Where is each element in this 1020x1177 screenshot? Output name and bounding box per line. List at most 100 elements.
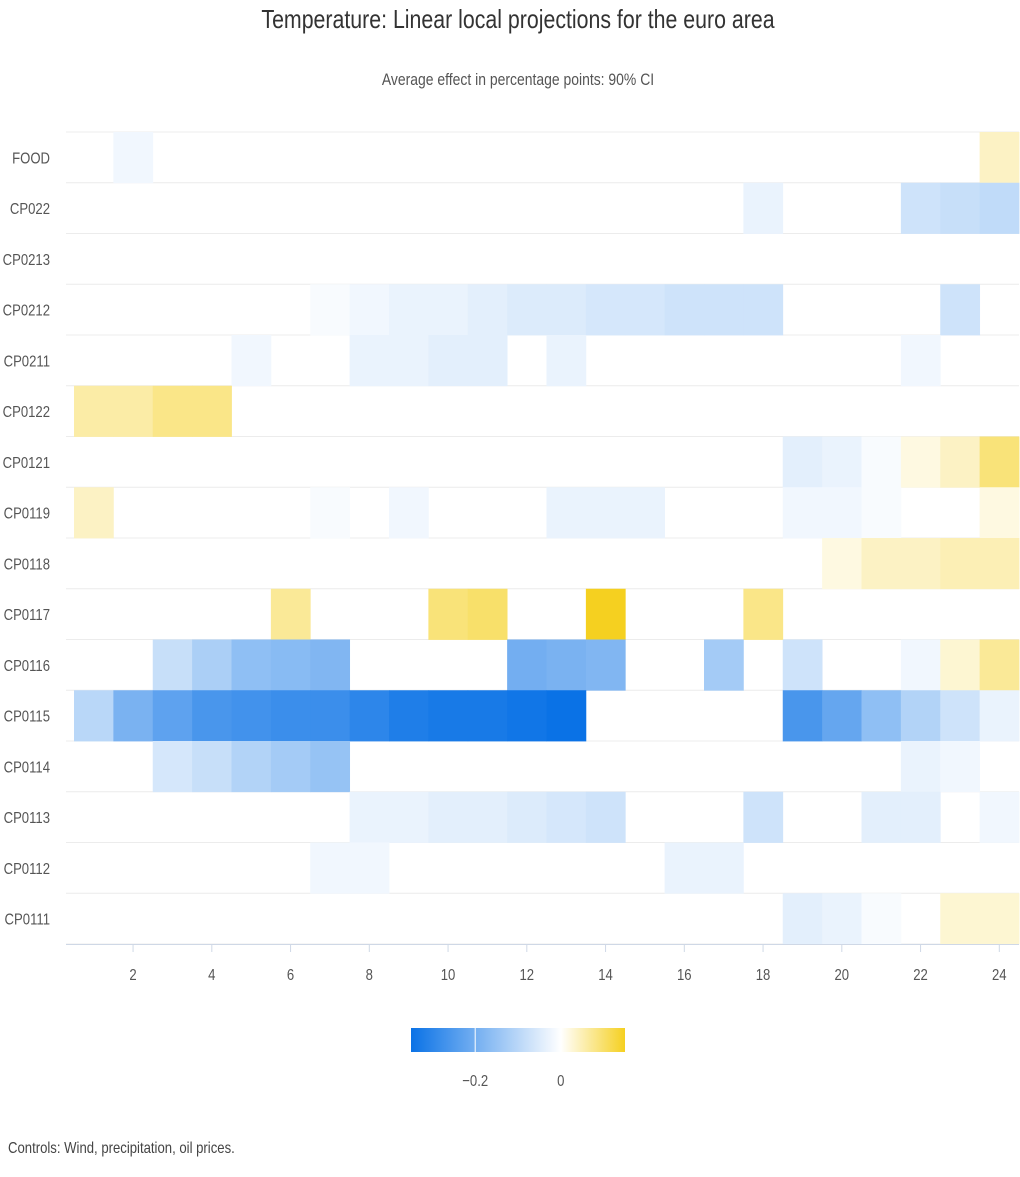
- heatmap-cell-cp0115-13: [546, 690, 587, 742]
- chart-title: Temperature: Linear local projections fo…: [261, 4, 775, 34]
- y-axis-label: CP0113: [4, 810, 50, 827]
- heatmap-cell-cp0119-7: [310, 487, 351, 539]
- heatmap-cell-cp0115-10: [428, 690, 469, 742]
- heatmap-cell-cp0122-1: [74, 385, 114, 437]
- y-axis-label: CP022: [10, 201, 50, 218]
- x-axis-tick-label: 16: [677, 967, 692, 984]
- heatmap-cell-cp0115-23: [940, 690, 981, 742]
- y-axis-label: CP0117: [4, 607, 50, 624]
- heatmap-cells: [74, 132, 1020, 945]
- heatmap-cell-cp0117-11: [467, 588, 508, 640]
- heatmap-cell-cp0118-21: [861, 538, 902, 590]
- y-axis-label: CP0119: [4, 506, 50, 523]
- heatmap-cell-cp0122-2: [113, 385, 154, 437]
- heatmap-cell-cp0115-24: [979, 690, 1020, 742]
- heatmap-cell-cp0211-8: [349, 335, 390, 387]
- heatmap-cell-cp0112-8: [349, 842, 390, 894]
- heatmap-cell-cp0116-12: [507, 639, 547, 691]
- heatmap-cell-cp0116-6: [270, 639, 311, 691]
- heatmap-cell-cp0115-8: [349, 690, 390, 742]
- heatmap-cell-cp0112-7: [310, 842, 351, 894]
- y-axis-label: CP0211: [4, 353, 50, 370]
- heatmap-cell-cp0211-5: [231, 335, 272, 387]
- heatmap-cell-cp0212-23: [940, 284, 981, 336]
- heatmap-cell-cp0115-3: [152, 690, 193, 742]
- heatmap-cell-cp022-18: [743, 182, 784, 234]
- y-axis-label: CP0118: [4, 556, 50, 573]
- y-axis-label: CP0115: [4, 709, 50, 726]
- heatmap-cell-cp0117-10: [428, 588, 469, 640]
- heatmap-cell-cp0116-5: [231, 639, 272, 691]
- heatmap-cell-cp0118-23: [940, 538, 981, 590]
- heatmap-cell-cp0113-10: [428, 791, 469, 843]
- heatmap-cell-cp0122-4: [192, 385, 232, 437]
- heatmap-cell-cp0119-9: [389, 487, 429, 539]
- heatmap-cell-cp0118-20: [822, 538, 862, 590]
- y-axis-label: CP0212: [3, 303, 50, 320]
- heatmap-cell-cp0116-19: [782, 639, 823, 691]
- y-axis-label: CP0213: [3, 252, 50, 269]
- heatmap-cell-cp0212-15: [625, 284, 666, 336]
- heatmap-cell-cp0113-18: [743, 791, 784, 843]
- x-axis-tick-label: 20: [835, 967, 850, 984]
- heatmap-cell-cp0115-4: [192, 690, 232, 742]
- x-axis-tick-label: 22: [913, 967, 928, 984]
- heatmap-cell-cp0111-24: [979, 893, 1020, 945]
- heatmap-cell-cp0121-21: [861, 436, 902, 488]
- heatmap-cell-cp0113-24: [979, 791, 1020, 843]
- y-axis-label: CP0111: [5, 912, 50, 929]
- heatmap-cell-cp0121-20: [822, 436, 862, 488]
- heatmap-cell-cp0116-13: [546, 639, 587, 691]
- heatmap-cell-cp0113-8: [349, 791, 390, 843]
- y-axis-label: CP0121: [3, 455, 50, 472]
- heatmap-cell-cp0119-14: [585, 487, 626, 539]
- heatmap-cell-cp0113-14: [585, 791, 626, 843]
- heatmap-cell-cp0113-21: [861, 791, 902, 843]
- heatmap-cell-cp0115-9: [389, 690, 429, 742]
- heatmap-cell-cp0118-22: [900, 538, 941, 590]
- heatmap-cell-food-2: [113, 132, 154, 184]
- legend-tick-label: −0.2: [462, 1073, 488, 1090]
- heatmap-cell-cp0212-12: [507, 284, 547, 336]
- x-axis-tick-label: 10: [441, 967, 456, 984]
- heatmap-cell-cp0112-16: [664, 842, 705, 894]
- heatmap-cell-cp0211-13: [546, 335, 587, 387]
- heatmap-cell-cp0116-22: [900, 639, 941, 691]
- heatmap-cell-cp0118-24: [979, 538, 1020, 590]
- heatmap-cell-cp0116-17: [704, 639, 744, 691]
- y-axis-label: CP0114: [4, 759, 50, 776]
- heatmap-cell-cp0111-23: [940, 893, 981, 945]
- heatmap-cell-cp0212-18: [743, 284, 784, 336]
- heatmap-cell-cp0116-24: [979, 639, 1020, 691]
- heatmap-cell-cp0117-18: [743, 588, 784, 640]
- heatmap-cell-cp0121-22: [900, 436, 941, 488]
- heatmap-cell-cp0114-3: [152, 741, 193, 793]
- heatmap-cell-cp0116-3: [152, 639, 193, 691]
- heatmap-cell-cp0212-14: [585, 284, 626, 336]
- heatmap-cell-cp0115-1: [74, 690, 114, 742]
- heatmap-cell-cp0114-4: [192, 741, 232, 793]
- y-axis-label: FOOD: [12, 150, 50, 167]
- heatmap-cell-cp0114-6: [270, 741, 311, 793]
- footer-note: Controls: Wind, precipitation, oil price…: [8, 1140, 235, 1157]
- heatmap-cell-cp0115-20: [822, 690, 862, 742]
- heatmap-cell-cp0112-17: [704, 842, 744, 894]
- heatmap-cell-cp0115-12: [507, 690, 547, 742]
- heatmap-cell-cp0119-13: [546, 487, 587, 539]
- color-legend: −0.2 0: [411, 1028, 625, 1090]
- heatmap-cell-cp0121-19: [782, 436, 823, 488]
- heatmap-cell-cp0115-6: [270, 690, 311, 742]
- heatmap-cell-cp0212-13: [546, 284, 587, 336]
- y-axis-labels: FOOD CP022 CP0213 CP0212 CP0211 CP0122 CP0121 C…: [3, 150, 50, 929]
- y-axis-label: CP0116: [4, 658, 50, 675]
- heatmap-cell-cp0212-7: [310, 284, 351, 336]
- heatmap-cell-cp0212-17: [704, 284, 744, 336]
- heatmap-cell-cp0116-14: [585, 639, 626, 691]
- heatmap-cell-cp0119-24: [979, 487, 1020, 539]
- heatmap-cell-cp0111-19: [782, 893, 823, 945]
- heatmap-cell-cp0114-7: [310, 741, 351, 793]
- legend-tick-label: 0: [557, 1073, 564, 1090]
- heatmap-cell-cp022-22: [900, 182, 941, 234]
- x-axis-tick-label: 2: [129, 967, 136, 984]
